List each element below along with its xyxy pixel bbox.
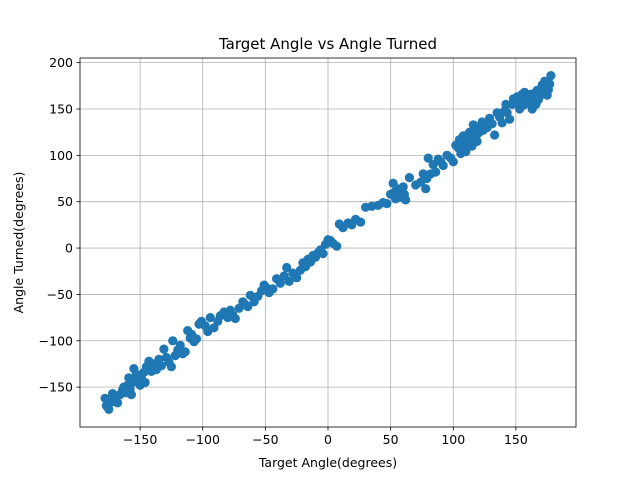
data-point — [168, 336, 178, 346]
data-point — [382, 199, 392, 209]
data-points — [100, 71, 556, 414]
data-point — [472, 136, 482, 146]
data-point — [398, 182, 408, 192]
data-point — [505, 114, 515, 124]
data-point — [166, 362, 176, 372]
data-point — [243, 301, 253, 312]
data-point — [180, 347, 190, 357]
y-tick-label: −50 — [47, 287, 73, 302]
x-axis-ticks: −150 −100 −50 0 50 100 150 — [123, 427, 528, 447]
data-point — [156, 361, 166, 371]
data-point — [175, 340, 185, 350]
y-tick-label: 200 — [49, 55, 73, 70]
data-point — [205, 313, 215, 323]
data-point — [448, 157, 458, 167]
data-point — [546, 71, 556, 81]
data-point — [268, 284, 278, 294]
data-point — [113, 398, 123, 408]
data-point — [318, 249, 328, 259]
x-axis-title: Target Angle(degrees) — [258, 455, 397, 470]
data-point — [104, 404, 114, 414]
data-point — [545, 79, 555, 89]
data-point — [497, 118, 507, 128]
x-tick-label: −50 — [252, 432, 278, 447]
data-point — [230, 313, 240, 324]
x-tick-label: 0 — [324, 432, 332, 447]
data-point — [282, 262, 292, 273]
x-tick-label: −150 — [123, 432, 157, 447]
data-point — [159, 344, 169, 354]
data-point — [356, 217, 366, 227]
x-tick-label: 100 — [441, 432, 465, 447]
data-point — [292, 273, 302, 283]
grid-lines — [80, 58, 576, 427]
data-point — [284, 276, 294, 286]
data-point — [421, 184, 431, 194]
data-point — [490, 130, 500, 140]
y-tick-label: 0 — [65, 241, 73, 256]
y-tick-label: 50 — [57, 194, 73, 209]
y-axis-title: Angle Turned(degrees) — [11, 172, 26, 314]
data-point — [423, 153, 433, 163]
data-point — [275, 278, 285, 288]
x-tick-label: −100 — [186, 432, 220, 447]
data-point — [140, 377, 150, 388]
data-point — [401, 195, 411, 205]
data-point — [126, 390, 136, 400]
data-point — [487, 119, 497, 129]
data-point — [404, 173, 414, 183]
data-point — [431, 167, 441, 177]
chart-title: Target Angle vs Angle Turned — [218, 35, 437, 53]
data-point — [461, 147, 471, 157]
data-point — [438, 160, 448, 171]
x-tick-label: 150 — [504, 432, 528, 447]
y-tick-label: 150 — [49, 101, 73, 116]
x-tick-label: 50 — [383, 432, 399, 447]
y-tick-label: −100 — [39, 333, 73, 348]
data-point — [191, 334, 202, 344]
y-axis-ticks: −150 −100 −50 0 50 100 150 200 — [39, 55, 80, 395]
data-point — [332, 241, 342, 251]
y-tick-label: −150 — [39, 380, 73, 395]
y-tick-label: 100 — [49, 148, 73, 163]
